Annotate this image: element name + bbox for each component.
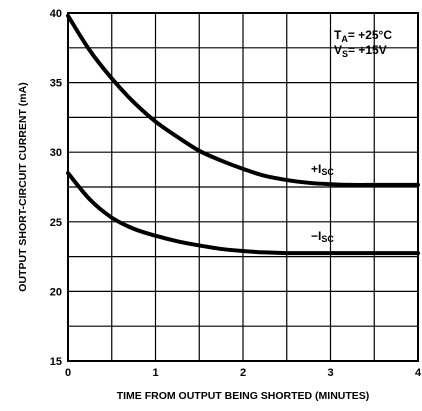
y-axis-title: OUTPUT SHORT-CIRCUIT CURRENT (mA): [17, 82, 29, 291]
plot-frame: [67, 12, 419, 362]
x-tick-label: 2: [240, 367, 246, 379]
series-label-minus-isc: −ISC: [311, 229, 334, 244]
series-lines: [66, 13, 420, 256]
series-line-minus-isc: [66, 171, 420, 256]
tick-labels: 0 1 2 3 4 15 20 25 30 35 40: [50, 8, 422, 379]
x-tick-label: 0: [65, 367, 71, 379]
y-tick-label: 35: [50, 78, 62, 90]
x-tick-label: 1: [152, 367, 158, 379]
annotation-ta: TA= +25°C: [334, 28, 392, 44]
annotation-vs: VS= +15V: [334, 43, 387, 59]
y-tick-label: 40: [50, 8, 62, 20]
y-tick-label: 15: [50, 356, 62, 368]
x-axis-title: TIME FROM OUTPUT BEING SHORTED (MINUTES): [117, 390, 370, 402]
chart-grid: [68, 13, 418, 361]
x-tick-label: 4: [415, 367, 422, 379]
y-tick-label: 20: [50, 286, 62, 298]
y-tick-label: 30: [50, 147, 62, 159]
series-line-plus-isc: [66, 13, 420, 187]
series-label-plus-isc: +ISC: [311, 162, 334, 177]
x-tick-label: 3: [327, 367, 333, 379]
y-tick-label: 25: [50, 217, 62, 229]
